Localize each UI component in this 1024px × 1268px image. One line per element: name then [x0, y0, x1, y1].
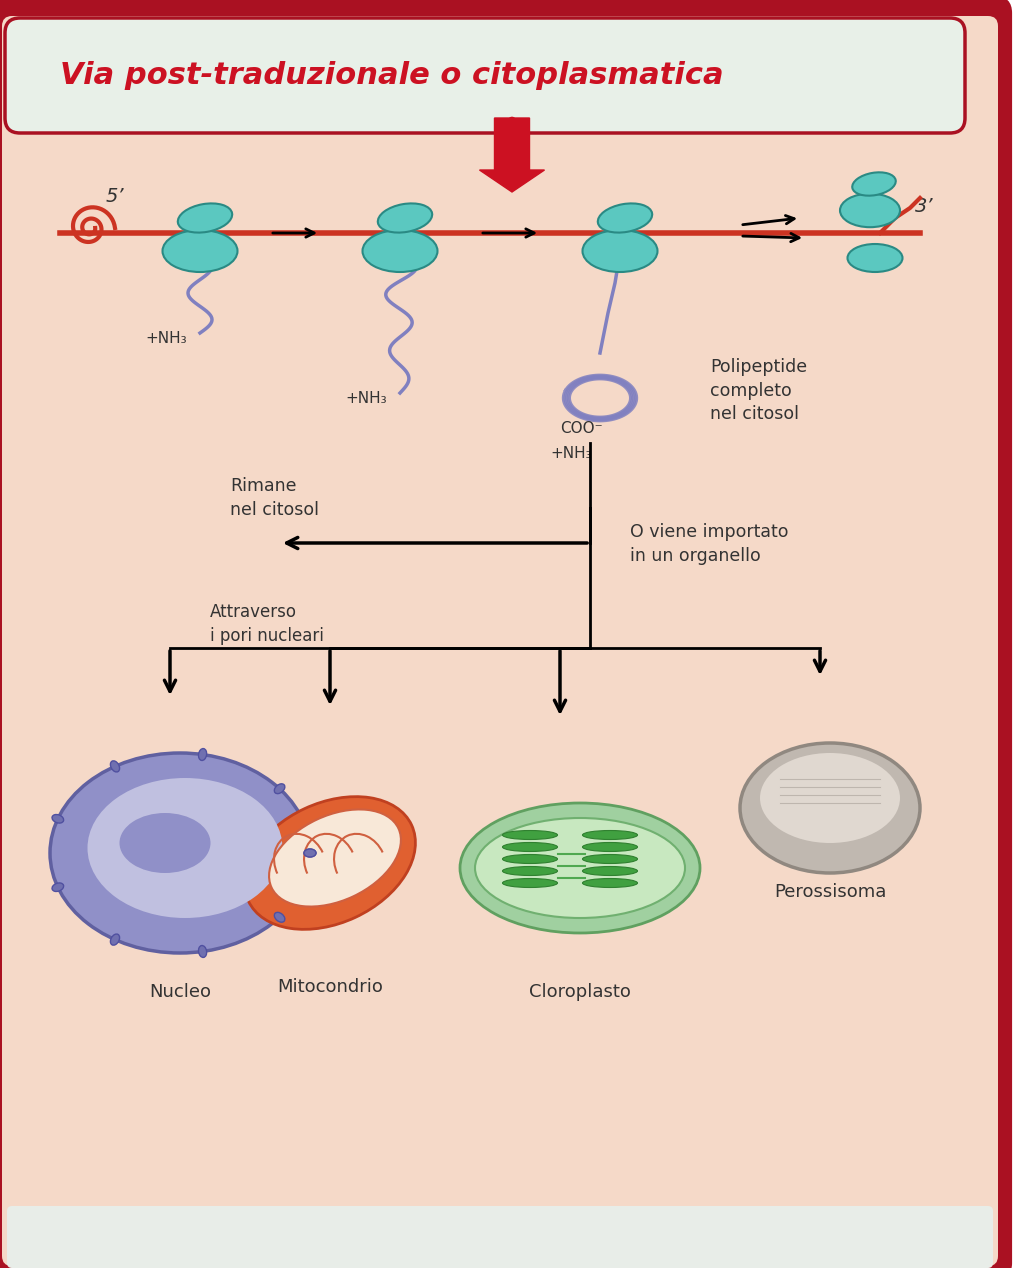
Ellipse shape: [52, 883, 63, 891]
Text: 5’: 5’: [105, 186, 124, 205]
Ellipse shape: [304, 850, 316, 857]
Ellipse shape: [304, 850, 316, 857]
Text: Rimane
nel citosol: Rimane nel citosol: [230, 477, 319, 519]
Ellipse shape: [583, 866, 638, 875]
Ellipse shape: [378, 203, 432, 232]
Ellipse shape: [52, 814, 63, 823]
Text: +NH₃: +NH₃: [550, 446, 592, 462]
Text: Perossisoma: Perossisoma: [774, 883, 886, 902]
Ellipse shape: [475, 818, 685, 918]
Ellipse shape: [274, 784, 285, 794]
Text: COO⁻: COO⁻: [560, 421, 603, 436]
Ellipse shape: [120, 813, 211, 872]
Ellipse shape: [199, 748, 207, 761]
Ellipse shape: [852, 172, 896, 195]
Text: +NH₃: +NH₃: [345, 391, 387, 406]
Ellipse shape: [178, 203, 232, 232]
Ellipse shape: [199, 946, 207, 957]
Ellipse shape: [503, 831, 557, 839]
Ellipse shape: [274, 913, 285, 922]
Ellipse shape: [840, 194, 900, 227]
Ellipse shape: [598, 203, 652, 232]
Ellipse shape: [848, 243, 902, 273]
Ellipse shape: [583, 879, 638, 888]
Ellipse shape: [503, 855, 557, 864]
Ellipse shape: [583, 230, 657, 273]
Ellipse shape: [503, 879, 557, 888]
Ellipse shape: [583, 842, 638, 852]
Text: Cloroplasto: Cloroplasto: [529, 983, 631, 1000]
Text: Via post-traduzionale o citoplasmatica: Via post-traduzionale o citoplasmatica: [60, 62, 724, 90]
Text: Mitocondrio: Mitocondrio: [278, 978, 383, 995]
Ellipse shape: [760, 753, 900, 843]
Ellipse shape: [362, 230, 437, 273]
Text: 3’: 3’: [915, 197, 934, 216]
Ellipse shape: [163, 230, 238, 273]
FancyBboxPatch shape: [2, 16, 998, 1265]
Text: O viene importato
in un organello: O viene importato in un organello: [630, 522, 788, 564]
Ellipse shape: [460, 803, 700, 933]
FancyArrow shape: [479, 118, 545, 191]
Ellipse shape: [740, 743, 920, 872]
Ellipse shape: [87, 779, 283, 918]
Ellipse shape: [503, 842, 557, 852]
Ellipse shape: [583, 855, 638, 864]
Text: Nucleo: Nucleo: [150, 983, 211, 1000]
Ellipse shape: [583, 831, 638, 839]
Ellipse shape: [50, 753, 310, 954]
Ellipse shape: [111, 935, 120, 945]
Text: +NH₃: +NH₃: [145, 331, 186, 346]
FancyBboxPatch shape: [5, 18, 965, 133]
FancyBboxPatch shape: [7, 1206, 993, 1268]
Ellipse shape: [111, 761, 120, 772]
Ellipse shape: [269, 809, 401, 907]
Text: Polipeptide
completo
nel citosol: Polipeptide completo nel citosol: [710, 358, 807, 424]
Text: Attraverso
i pori nucleari: Attraverso i pori nucleari: [210, 604, 324, 644]
Ellipse shape: [503, 866, 557, 875]
Ellipse shape: [245, 796, 416, 929]
